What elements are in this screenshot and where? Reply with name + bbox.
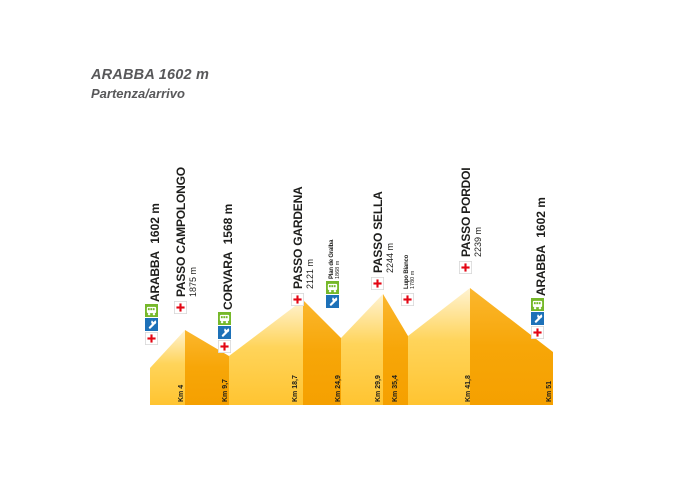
waypoint-label-arabba-start: ARABBA 1602 m — [147, 203, 164, 302]
km-marker-gardena: Km 18,7 — [292, 375, 299, 402]
shuttle-bus-icon — [326, 281, 339, 294]
km-marker-campolongo: Km 4 — [178, 385, 185, 402]
waypoint-altitude: 1868 m — [335, 260, 342, 279]
km-marker-arabba-finish: Km 51 — [546, 381, 553, 402]
shuttle-bus-icon — [218, 312, 231, 325]
waypoint-label-passo-gardena: PASSO GARDENA 2121 m — [291, 186, 315, 289]
terrain-descent-lupo-bianco — [383, 294, 408, 405]
waypoint-label-corvara: CORVARA 1568 m — [220, 204, 237, 310]
waypoint-name: PASSO CAMPOLONGO — [174, 167, 188, 297]
wrench-icon — [145, 318, 158, 331]
waypoint-label-plan-de-gralba: Plan de Gralba 1868 m — [329, 240, 342, 279]
waypoint-label-arabba-finish: ARABBA 1602 m — [533, 197, 550, 296]
waypoint-altitude: 2239 m — [472, 226, 483, 257]
wrench-icon — [531, 312, 544, 325]
first-aid-cross-icon — [371, 277, 384, 290]
shuttle-bus-icon — [531, 298, 544, 311]
title-location: ARABBA 1602 m — [91, 67, 210, 83]
waypoint-altitude: 1602 m — [148, 203, 162, 244]
waypoint-name: PASSO SELLA — [371, 191, 385, 273]
terrain-descent-arabba — [470, 288, 553, 405]
waypoint-name: CORVARA — [221, 251, 235, 310]
waypoint-label-lupo-bianco: Lupo Bianco 1780 m — [404, 255, 417, 289]
first-aid-cross-icon — [531, 326, 544, 339]
first-aid-cross-icon — [291, 293, 304, 306]
waypoint-altitude: 1780 m — [410, 270, 417, 289]
terrain-climb-campolongo — [150, 330, 185, 405]
terrain-climb-sella — [341, 294, 383, 405]
km-marker-lupo-bianco: Km 35,4 — [392, 375, 399, 402]
first-aid-cross-icon — [218, 340, 231, 353]
terrain-climb-pordoi — [408, 288, 470, 405]
terrain-descent-corvara — [185, 330, 229, 405]
waypoint-label-passo-pordoi: PASSO PORDOI 2239 m — [459, 167, 483, 257]
first-aid-cross-icon — [145, 332, 158, 345]
waypoint-name: ARABBA — [534, 245, 548, 296]
km-marker-corvara: Km 9,7 — [222, 379, 229, 402]
title-block: ARABBA 1602 m Partenza/arrivo — [91, 66, 209, 102]
waypoint-altitude: 1602 m — [534, 197, 548, 238]
terrain-climb-gardena — [229, 300, 303, 405]
title-subtitle: Partenza/arrivo — [91, 86, 185, 102]
waypoint-altitude: 2121 m — [304, 258, 315, 289]
first-aid-cross-icon — [401, 293, 414, 306]
waypoint-name: PASSO GARDENA — [291, 186, 305, 289]
terrain-descent-plan-de-gralba — [303, 300, 341, 405]
waypoint-name: PASSO PORDOI — [459, 167, 473, 257]
km-marker-pordoi: Km 41,8 — [465, 375, 472, 402]
waypoint-label-passo-sella: PASSO SELLA 2244 m — [371, 191, 395, 273]
waypoint-label-passo-campolongo: PASSO CAMPOLONGO 1875 m — [174, 167, 198, 297]
waypoint-altitude: 2244 m — [384, 242, 395, 273]
waypoint-altitude: 1568 m — [221, 203, 235, 245]
wrench-icon — [326, 295, 339, 308]
wrench-icon — [218, 326, 231, 339]
first-aid-cross-icon — [174, 301, 187, 314]
km-marker-sella: Km 29,9 — [375, 375, 382, 402]
waypoint-altitude: 1875 m — [187, 266, 198, 297]
km-marker-plan-de-gralba: Km 24,9 — [335, 375, 342, 402]
shuttle-bus-icon — [145, 304, 158, 317]
waypoint-name: ARABBA — [148, 251, 162, 302]
first-aid-cross-icon — [459, 261, 472, 274]
